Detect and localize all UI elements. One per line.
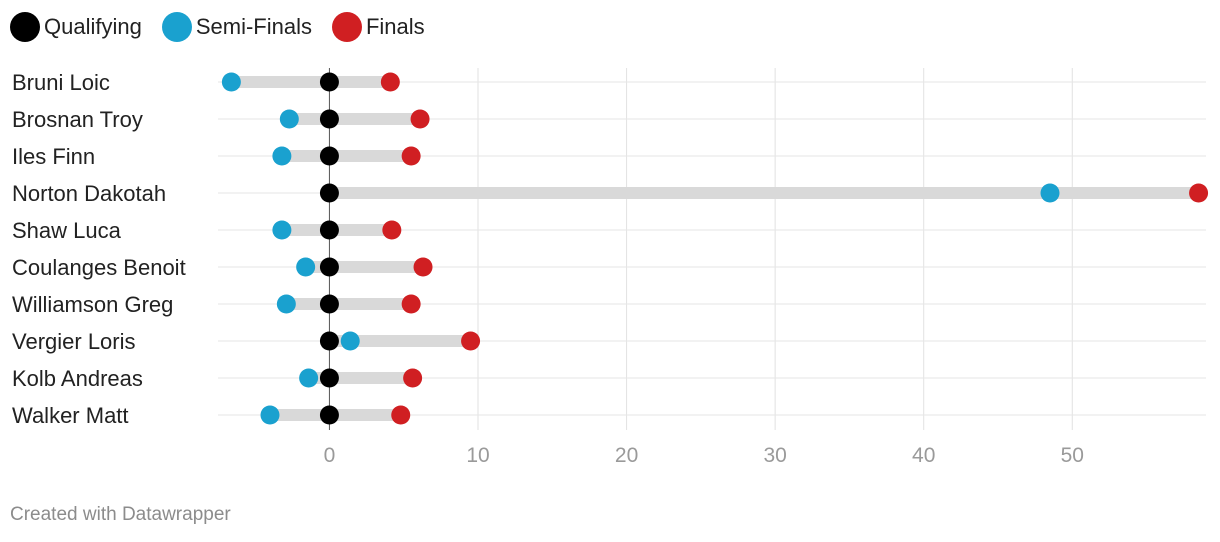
row-label: Vergier Loris: [12, 329, 136, 354]
qualifying-point: [319, 109, 339, 129]
x-tick-label: 40: [912, 444, 935, 467]
qualifying-point: [319, 220, 339, 240]
row-label: Walker Matt: [12, 403, 129, 428]
legend-swatch: [331, 12, 362, 42]
semi-finals-point: [272, 220, 292, 240]
semi-finals-point: [260, 405, 280, 425]
x-tick-label: 0: [324, 444, 336, 467]
legend-swatch: [161, 12, 192, 42]
finals-point: [382, 220, 402, 240]
row-label: Bruni Loic: [12, 70, 110, 95]
semi-finals-point: [296, 257, 316, 277]
qualifying-point: [319, 72, 339, 92]
legend-item-finals: Finals: [331, 12, 425, 42]
semi-finals-point: [340, 331, 360, 351]
finals-point: [401, 146, 421, 166]
legend-item-semi-finals: Semi-Finals: [161, 12, 312, 42]
finals-point: [410, 109, 430, 129]
row-label: Kolb Andreas: [12, 366, 143, 391]
semi-finals-point: [276, 294, 296, 314]
qualifying-point: [319, 294, 339, 314]
row-label: Norton Dakotah: [12, 181, 166, 206]
qualifying-point: [319, 405, 339, 425]
row-label: Shaw Luca: [12, 218, 122, 243]
finals-point: [380, 72, 400, 92]
qualifying-point: [319, 331, 339, 351]
x-tick-label: 30: [763, 444, 786, 467]
row-label: Iles Finn: [12, 144, 95, 169]
legend-label: Qualifying: [44, 14, 142, 39]
qualifying-point: [319, 146, 339, 166]
finals-point: [403, 368, 423, 388]
finals-point: [391, 405, 411, 425]
row-label: Brosnan Troy: [12, 107, 143, 132]
finals-point: [1189, 183, 1209, 203]
finals-point: [401, 294, 421, 314]
x-tick-label: 50: [1061, 444, 1084, 467]
finals-point: [413, 257, 433, 277]
qualifying-point: [319, 257, 339, 277]
legend-label: Finals: [365, 14, 425, 39]
finals-point: [461, 331, 481, 351]
semi-finals-point: [299, 368, 319, 388]
chart-legend: Qualifying Semi-Finals Finals: [10, 10, 445, 44]
qualifying-point: [319, 368, 339, 388]
footer-credit: Created with Datawrapper: [10, 504, 231, 525]
x-tick-label: 20: [615, 444, 638, 467]
qualifying-point: [319, 183, 339, 203]
semi-finals-point: [279, 109, 299, 129]
legend-item-qualifying: Qualifying: [10, 12, 142, 42]
semi-finals-point: [1040, 183, 1060, 203]
legend-swatch: [10, 12, 40, 42]
semi-finals-point: [221, 72, 241, 92]
semi-finals-point: [272, 146, 292, 166]
legend-label: Semi-Finals: [195, 14, 312, 39]
row-label: Coulanges Benoit: [12, 255, 186, 280]
x-tick-label: 10: [466, 444, 489, 467]
row-label: Williamson Greg: [12, 292, 173, 317]
